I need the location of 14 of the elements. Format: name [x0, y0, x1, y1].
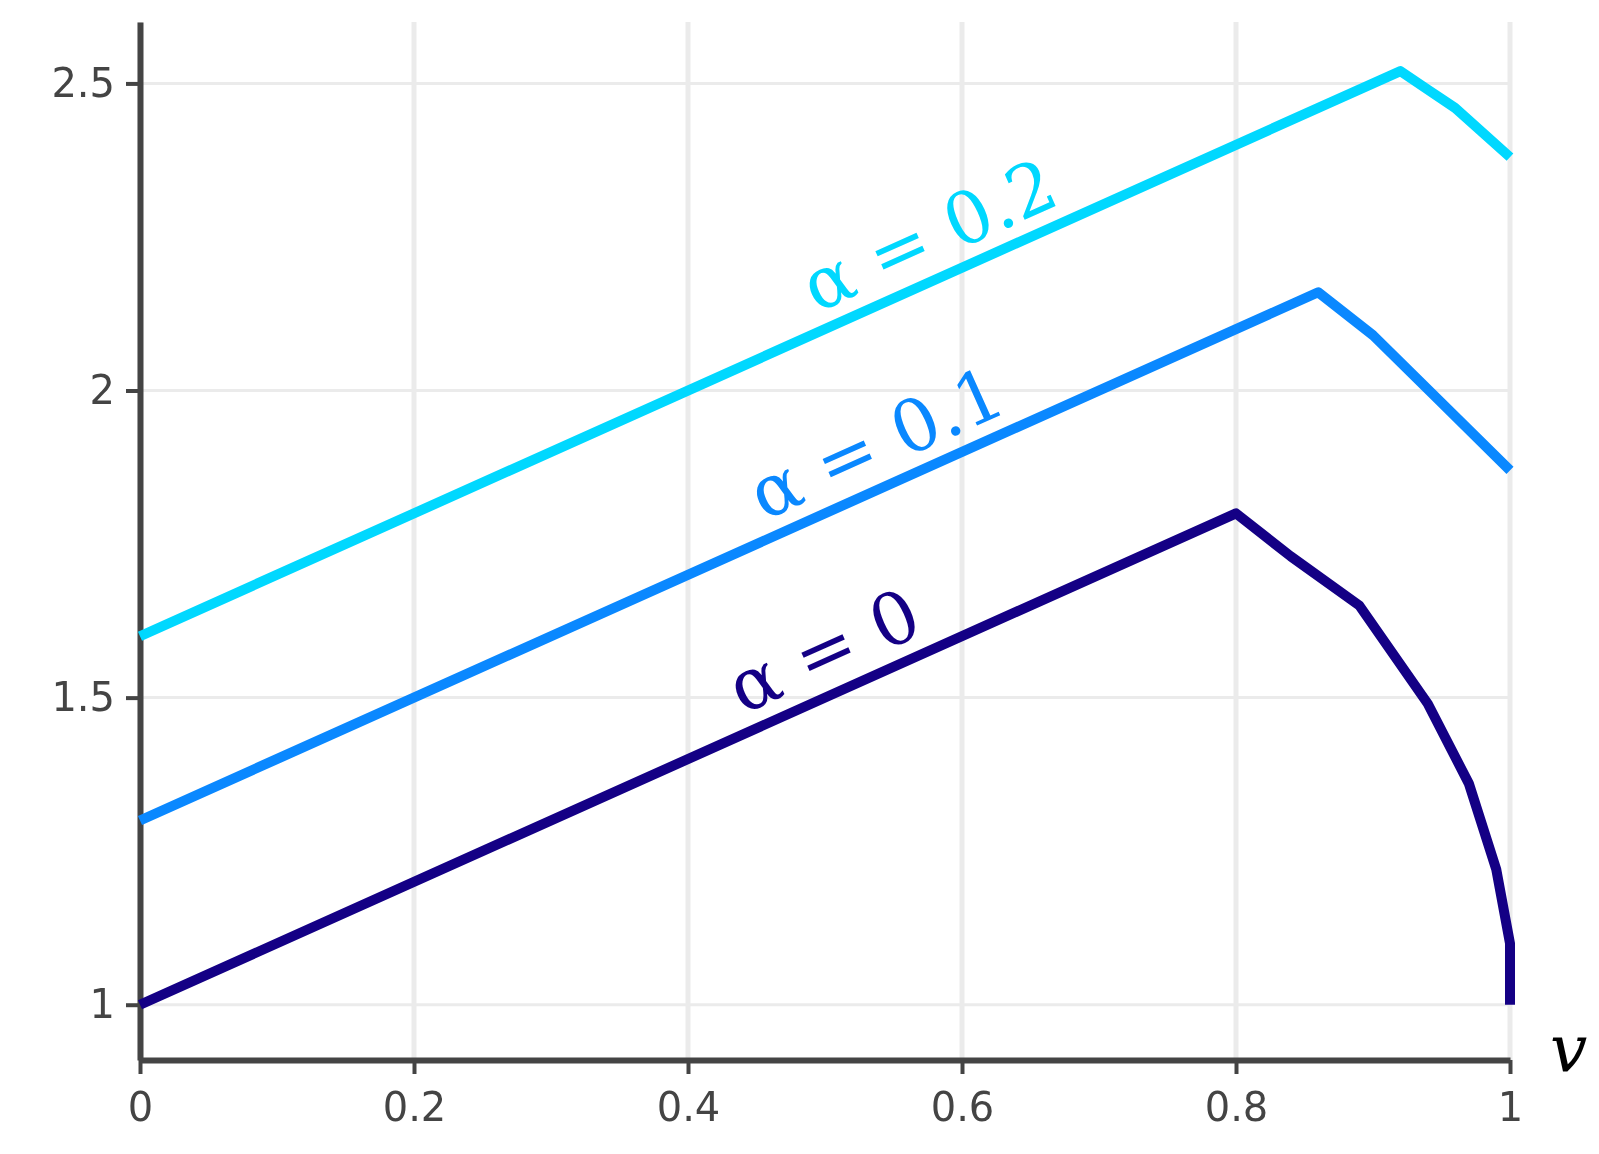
text: α = 0.2 — [789, 141, 1070, 329]
x-tick-label: 0.6 — [930, 1084, 995, 1130]
text: α = 0.1 — [736, 349, 1017, 537]
x-tick-label: 0 — [127, 1084, 154, 1130]
y-tick-label: 2 — [89, 366, 115, 413]
text: α = 0 — [715, 571, 933, 731]
x-tick-label: 0.8 — [1204, 1084, 1269, 1130]
x-tick-label: 0.2 — [382, 1084, 447, 1130]
x-tick-label: 0.4 — [656, 1084, 721, 1130]
y-tick-label: 1.5 — [51, 673, 115, 720]
x-axis-title: v — [1550, 1011, 1588, 1088]
x-tick-label: 1 — [1497, 1084, 1524, 1130]
y-tick-label: 2.5 — [51, 59, 115, 106]
y-tick-label: 1 — [89, 981, 115, 1028]
